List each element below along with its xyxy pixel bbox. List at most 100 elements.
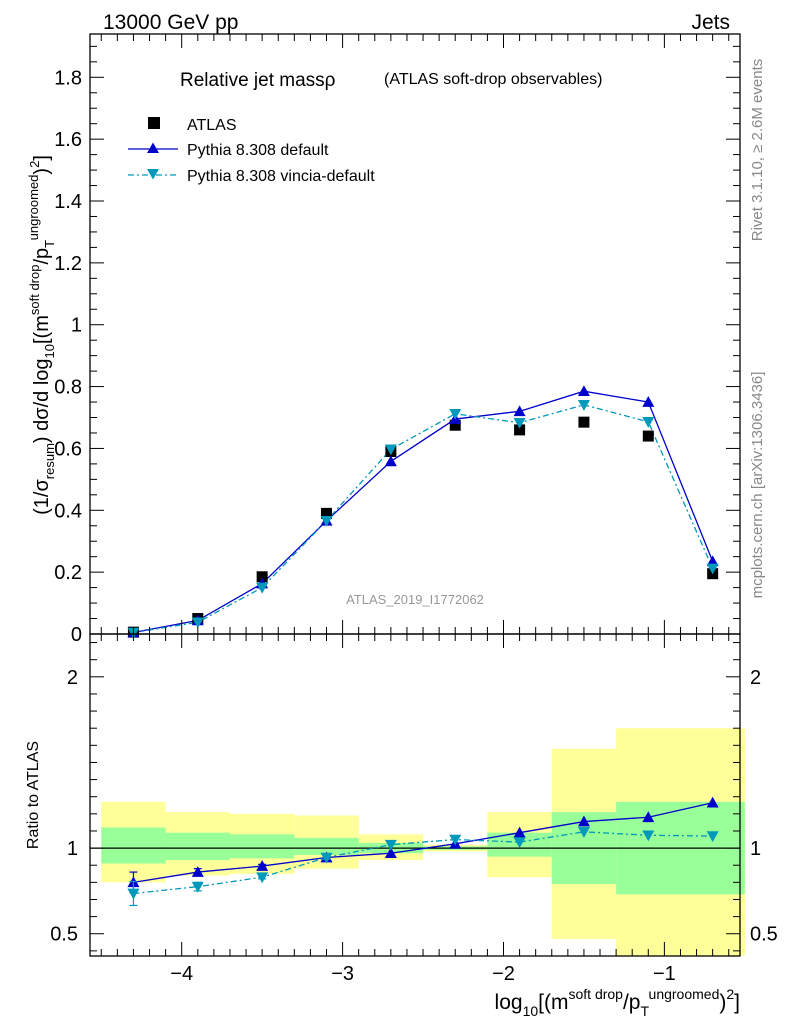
ratio-frame (89, 633, 741, 957)
ratio-y-axis-label: Ratio to ATLAS (25, 741, 42, 849)
ratio-vincia-point (513, 837, 526, 849)
main-y-tick-label: 0.6 (54, 438, 82, 460)
ratio-green-band (165, 832, 230, 861)
header-right: Jets (691, 11, 730, 34)
legend-vincia-label: Pythia 8.308 vincia-default (187, 168, 375, 185)
ratio-line-vincia (133, 831, 713, 895)
header-left: 13000 GeV pp (103, 11, 238, 34)
ratio-green-band (294, 837, 359, 855)
legend-default-marker (147, 142, 159, 153)
vincia-point (256, 582, 269, 594)
rivet-info: Rivet 3.1.10, ≥ 2.6M events (749, 59, 766, 242)
ratio-plot-marks (127, 796, 719, 907)
ratio-uncertainty-bands (101, 728, 745, 956)
x-label-sup3: 2 (726, 986, 734, 1002)
legend: ATLAS Pythia 8.308 default Pythia 8.308 … (128, 117, 375, 185)
ratio-default-point (513, 826, 526, 838)
x-tick-label: −3 (331, 963, 354, 985)
x-label-sub2: T (640, 1003, 649, 1019)
ratio-axis-ticks: 0.5 0.5 1 1 2 2 (50, 642, 778, 952)
x-label-part3: /p (623, 991, 641, 1014)
main-y-tick-label: 0 (71, 624, 82, 646)
main-y-label-sup: soft drop (27, 265, 42, 316)
plot-title: Relative jet massρ (180, 70, 336, 91)
ratio-vincia-point (256, 872, 269, 884)
ratio-default-point (256, 860, 269, 871)
legend-default-label: Pythia 8.308 default (187, 142, 329, 159)
ratio-panel: 0.5 0.5 1 1 2 2 (50, 633, 778, 957)
main-y-tick-label: 0.2 (54, 562, 82, 584)
ratio-vincia-point (449, 834, 462, 846)
main-y-label-part: (1/σ (31, 479, 53, 515)
main-y-tick-label: 1.8 (54, 67, 82, 89)
atlas-point (321, 507, 333, 519)
x-label-part5: ] (734, 991, 740, 1014)
x-axis-ticks: −4 −3 −2 −1 (100, 34, 730, 985)
main-y-label-sub3: T (42, 240, 57, 248)
x-label-sup2: ungroomed (649, 986, 720, 1002)
series-line-vincia (133, 404, 714, 634)
x-tick-label: −1 (653, 963, 676, 985)
ratio-default-point (191, 866, 204, 877)
ratio-y-tick-label-right: 0.5 (750, 924, 778, 946)
legend-atlas-marker (148, 117, 160, 129)
legend-atlas-label: ATLAS (187, 117, 237, 134)
ratio-vincia-point (320, 852, 333, 864)
atlas-point (514, 424, 526, 436)
main-y-tick-label: 0.8 (54, 377, 82, 399)
main-y-tick-label: 1.4 (54, 191, 82, 213)
default-point (642, 396, 655, 407)
ratio-vincia-point (642, 830, 655, 842)
ratio-y-tick-label-right: 1 (750, 838, 761, 860)
vincia-point (577, 400, 590, 411)
ratio-green-band (101, 827, 166, 864)
default-point (384, 455, 397, 467)
ratio-y-tick-label: 2 (67, 667, 78, 689)
ratio-vincia-point (706, 831, 719, 843)
ratio-default-point (384, 847, 397, 859)
main-y-label-part5: ) (31, 168, 53, 175)
vincia-point (642, 417, 655, 428)
main-y-tick-label: 1 (71, 315, 82, 337)
vincia-point (706, 563, 719, 575)
atlas-point (578, 416, 590, 428)
legend-vincia-marker (147, 169, 159, 180)
atlas-point (449, 419, 461, 431)
mcplots-info: mcplots.cern.ch [arXiv:1306.3436] (749, 372, 766, 599)
ratio-default-point (642, 811, 655, 823)
x-label-part2: [(m (538, 991, 568, 1014)
ratio-green-band (229, 834, 295, 859)
vincia-point (191, 617, 204, 629)
x-label-sup: soft drop (568, 986, 623, 1002)
ratio-vincia-point (577, 827, 590, 838)
ratio-default-point (577, 815, 590, 827)
main-y-tick-label: 0.4 (54, 500, 82, 522)
main-y-label-part2: ) dσ/d log (31, 358, 53, 443)
x-label-sub: 10 (523, 1003, 539, 1019)
main-y-tick-label: 1.2 (54, 253, 82, 275)
main-y-label-sup2: ungroomed (26, 175, 41, 241)
main-y-label-sup3: 2 (27, 161, 42, 168)
ratio-vincia-point (127, 888, 140, 900)
main-y-label-sub: resum (42, 443, 57, 479)
ratio-y-tick-label-right: 2 (750, 667, 761, 689)
default-point (513, 405, 526, 417)
default-point (706, 555, 719, 567)
ratio-default-point (706, 796, 719, 808)
main-y-tick-label: 1.6 (54, 129, 82, 151)
x-tick-label: −2 (492, 963, 515, 985)
series-line-default (133, 390, 714, 634)
main-y-axis-label: (1/σresum) dσ/d log10[(msoft drop/pTungr… (26, 155, 57, 515)
atlas-point (256, 571, 268, 583)
x-axis-label: log10[(msoft drop/pTungroomed)2] (495, 986, 740, 1019)
ratio-vincia-point (384, 839, 397, 851)
default-point (577, 385, 590, 397)
x-label-part: log (495, 991, 523, 1014)
vincia-point (449, 408, 462, 420)
plot-subtitle: (ATLAS soft-drop observables) (384, 71, 602, 88)
ratio-y-tick-label: 0.5 (50, 924, 78, 946)
x-tick-label: −4 (170, 963, 193, 985)
main-y-label-part6: ] (31, 155, 53, 161)
vincia-point (513, 417, 526, 429)
